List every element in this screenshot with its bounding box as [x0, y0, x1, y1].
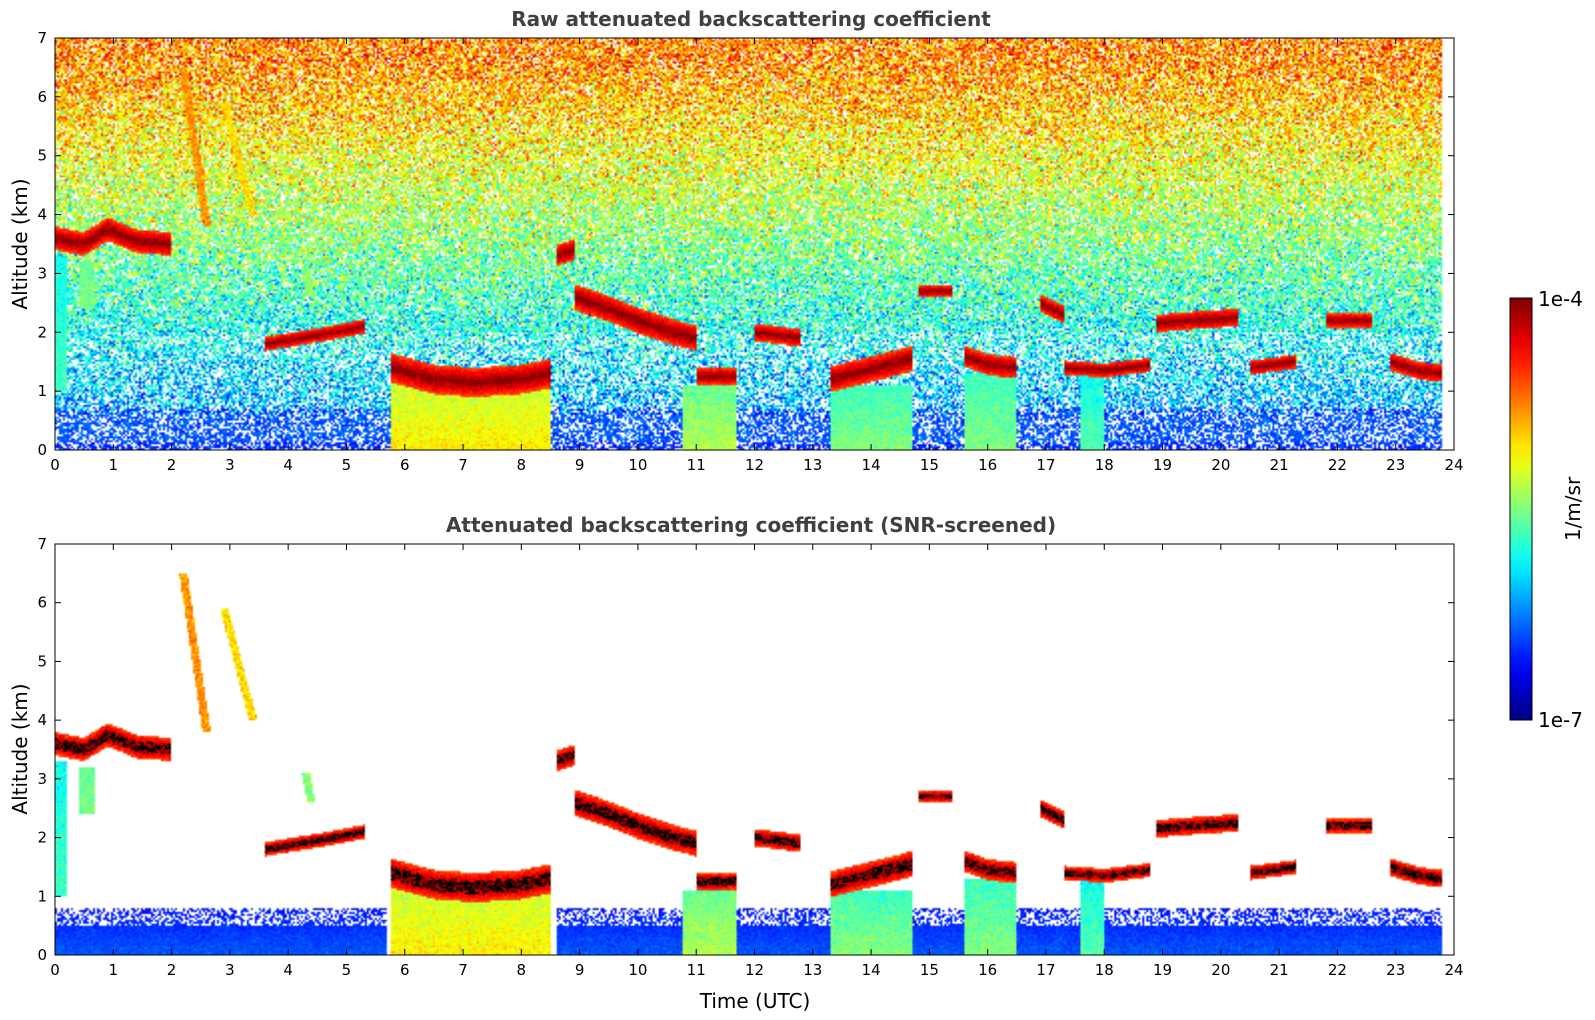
x-tick-label: 8: [517, 961, 527, 979]
y-axis-label-screened: Altitude (km): [8, 683, 32, 814]
y-tick-label: 0: [37, 441, 47, 459]
x-ticks-raw: 0 1 2 3 4 5 6 7 8 9 10 11 12 13 14 15 16 17 18 19 20 21 22 23 24: [50, 38, 1464, 474]
x-tick-label: 12: [745, 961, 764, 979]
x-tick-label: 16: [978, 961, 997, 979]
x-tick-label: 22: [1328, 456, 1347, 474]
x-tick-label: 3: [225, 961, 235, 979]
panel-screened: Attenuated backscattering coefficient (S…: [8, 513, 1464, 1013]
y-tick-label: 7: [37, 535, 47, 553]
x-tick-label: 15: [920, 456, 939, 474]
x-tick-label: 23: [1386, 456, 1405, 474]
x-tick-label: 2: [167, 961, 177, 979]
x-tick-label: 6: [400, 456, 410, 474]
y-tick-label: 4: [37, 206, 47, 224]
x-tick-label: 1: [109, 961, 119, 979]
y-tick-label: 3: [37, 264, 47, 282]
x-tick-label: 2: [167, 456, 177, 474]
colorbar-min-label: 1e-7: [1538, 708, 1583, 732]
x-tick-label: 7: [458, 961, 468, 979]
x-tick-label: 24: [1444, 961, 1463, 979]
y-ticks-screened: 0 1 2 3 4 5 6 7: [37, 535, 1454, 964]
y-tick-label: 1: [37, 887, 47, 905]
y-tick-label: 2: [37, 323, 47, 341]
x-tick-label: 7: [458, 456, 468, 474]
y-tick-label: 5: [37, 147, 47, 165]
colorbar-unit-label: 1/m/sr: [1561, 476, 1585, 541]
x-tick-label: 11: [687, 456, 706, 474]
heatmap-screened: [55, 544, 1454, 955]
panel-title-screened: Attenuated backscattering coefficient (S…: [446, 513, 1056, 537]
y-tick-label: 1: [37, 382, 47, 400]
x-tick-label: 12: [745, 456, 764, 474]
colorbar-max-label: 1e-4: [1538, 287, 1583, 311]
panel-raw: Raw attenuated backscattering coefficien…: [8, 7, 1464, 474]
x-tick-label: 13: [803, 961, 822, 979]
colorbar: 1e-4 1e-7 1/m/sr: [1509, 287, 1585, 732]
heatmap-raw: [55, 38, 1454, 450]
x-tick-label: 20: [1211, 456, 1230, 474]
x-tick-label: 5: [342, 961, 352, 979]
x-tick-label: 20: [1211, 961, 1230, 979]
x-tick-label: 9: [575, 456, 585, 474]
x-tick-label: 4: [283, 961, 293, 979]
x-tick-label: 4: [283, 456, 293, 474]
x-tick-label: 16: [978, 456, 997, 474]
x-tick-label: 8: [517, 456, 527, 474]
x-tick-label: 21: [1270, 961, 1289, 979]
y-tick-label: 6: [37, 594, 47, 612]
x-tick-label: 18: [1095, 961, 1114, 979]
x-ticks-screened: 0 1 2 3 4 5 6 7 8 9 10 11 12 13 14 15 16 17 18 19 20 21 22 23 24: [50, 544, 1464, 979]
x-tick-label: 9: [575, 961, 585, 979]
x-tick-label: 14: [862, 961, 881, 979]
x-tick-label: 17: [1036, 961, 1055, 979]
x-tick-label: 0: [50, 456, 60, 474]
y-tick-label: 3: [37, 770, 47, 788]
y-axis-label-raw: Altitude (km): [8, 178, 32, 309]
x-tick-label: 18: [1095, 456, 1114, 474]
x-tick-label: 6: [400, 961, 410, 979]
colorbar-bar: [1509, 297, 1533, 721]
panel-title-raw: Raw attenuated backscattering coefficien…: [511, 7, 991, 31]
x-tick-label: 21: [1270, 456, 1289, 474]
x-tick-label: 22: [1328, 961, 1347, 979]
x-tick-label: 5: [342, 456, 352, 474]
x-tick-label: 1: [109, 456, 119, 474]
y-ticks-raw: 0 1 2 3 4 5 6 7: [37, 29, 1454, 459]
y-tick-label: 2: [37, 829, 47, 847]
x-tick-label: 11: [687, 961, 706, 979]
x-tick-label: 24: [1444, 456, 1463, 474]
x-tick-label: 10: [628, 961, 647, 979]
x-tick-label: 19: [1153, 961, 1172, 979]
x-tick-label: 13: [803, 456, 822, 474]
x-tick-label: 10: [628, 456, 647, 474]
x-axis-label: Time (UTC): [699, 989, 811, 1013]
x-tick-label: 14: [862, 456, 881, 474]
x-tick-label: 19: [1153, 456, 1172, 474]
x-tick-label: 3: [225, 456, 235, 474]
y-tick-label: 0: [37, 946, 47, 964]
y-tick-label: 6: [37, 88, 47, 106]
y-tick-label: 4: [37, 711, 47, 729]
y-tick-label: 5: [37, 652, 47, 670]
x-tick-label: 17: [1036, 456, 1055, 474]
x-tick-label: 0: [50, 961, 60, 979]
y-tick-label: 7: [37, 29, 47, 47]
x-tick-label: 23: [1386, 961, 1405, 979]
x-tick-label: 15: [920, 961, 939, 979]
